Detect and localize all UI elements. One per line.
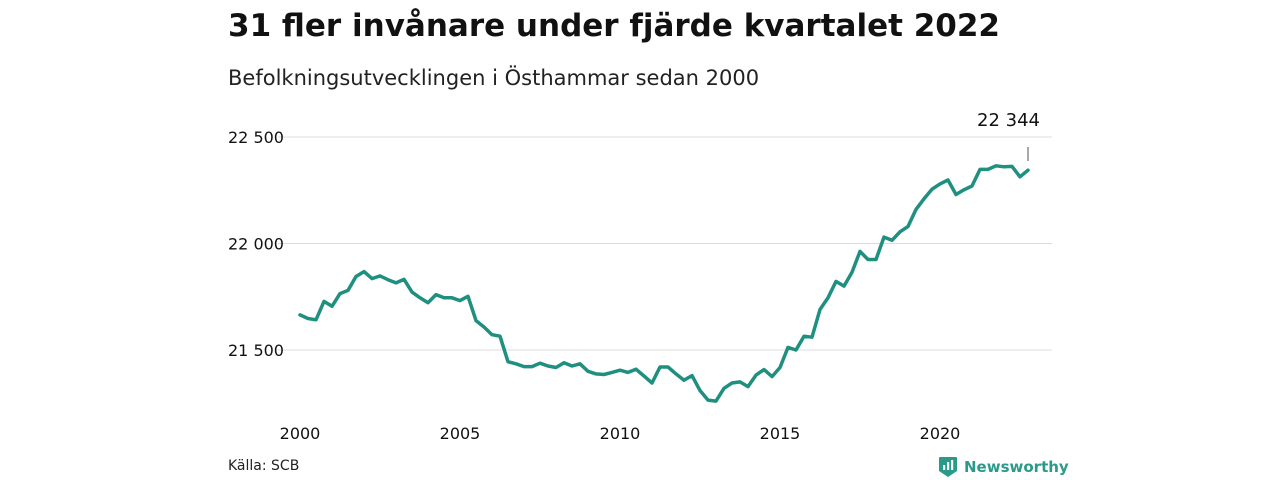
y-tick-label: 22 500 [228,128,284,147]
brand-logo[interactable]: Newsworthy [938,456,1069,478]
chart-title: 31 fler invånare under fjärde kvartalet … [228,8,1001,44]
x-axis-ticks: 2000 2005 2010 2015 2020 [280,424,961,443]
gridlines [278,136,1052,351]
chart-subtitle: Befolkningsutvecklingen i Östhammar seda… [228,66,760,90]
series-layer [298,164,1030,403]
x-tick-label: 2000 [280,424,321,443]
y-tick-label: 21 500 [228,341,284,360]
y-tick-label: 22 000 [228,235,284,254]
x-tick-label: 2020 [920,424,961,443]
x-tick-label: 2015 [760,424,801,443]
newsworthy-logo-icon [939,457,957,477]
x-tick-label: 2010 [600,424,641,443]
last-value-label: 22 344 [977,110,1040,131]
brand-name: Newsworthy [964,458,1069,476]
x-tick-label: 2005 [440,424,481,443]
y-axis-ticks: 21 500 22 000 22 500 [228,128,284,360]
source-note: Källa: SCB [228,458,300,474]
population-line [298,164,1030,403]
annotation-layer: 22 344 [977,110,1040,161]
